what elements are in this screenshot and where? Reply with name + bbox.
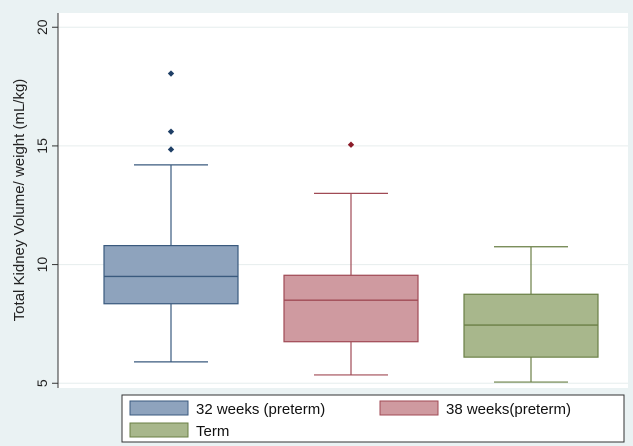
legend-label-2: 38 weeks(preterm) (446, 401, 571, 418)
y-tick-label: 10 (34, 257, 50, 273)
legend-swatch-2 (379, 400, 439, 416)
y-axis-label: Total Kidney Volume/ weight (mL/kg) (11, 79, 28, 322)
outlier-point (347, 141, 355, 148)
outlier-point (167, 146, 175, 153)
y-axis-ticks: 5 10 15 20 (34, 19, 58, 387)
iqr-box (103, 244, 239, 305)
outlier-point (167, 128, 175, 135)
grid-lines (58, 26, 628, 384)
legend-swatch-3 (129, 422, 189, 438)
boxes (103, 70, 599, 383)
y-tick-label: 20 (34, 19, 50, 35)
legend: 32 weeks (preterm) 38 weeks(preterm) Term (121, 394, 625, 443)
y-tick-label: 15 (34, 138, 50, 154)
legend-label-3: Term (196, 423, 229, 440)
box-group-3 (463, 246, 599, 383)
y-tick-label: 5 (34, 379, 50, 387)
legend-swatch-1 (129, 400, 189, 416)
box-group-1 (103, 70, 239, 363)
outlier-point (167, 70, 175, 77)
legend-frame (121, 394, 625, 443)
box-group-2 (283, 141, 419, 376)
iqr-box (283, 274, 419, 343)
legend-label-1: 32 weeks (preterm) (196, 401, 325, 418)
